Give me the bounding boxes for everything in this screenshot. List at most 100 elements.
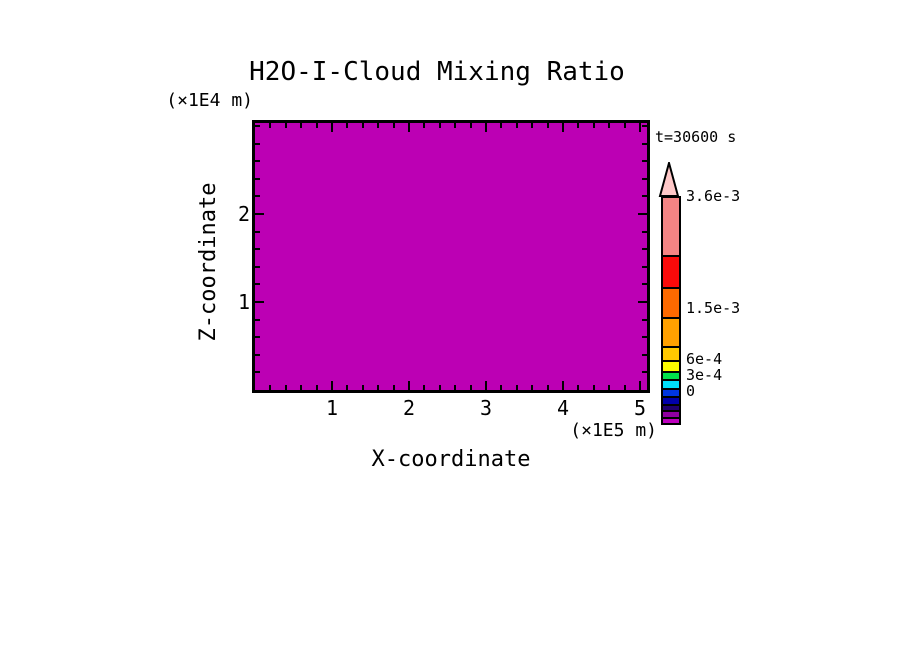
- x-tick-label: 4: [556, 396, 570, 420]
- x-axis-minor-tick: [316, 123, 318, 128]
- y-axis-minor-tick: [255, 231, 260, 233]
- x-axis-minor-tick: [624, 385, 626, 390]
- x-axis-major-tick: [562, 123, 564, 132]
- x-axis-minor-tick: [393, 385, 395, 390]
- colorbar-segment: [663, 419, 679, 423]
- x-axis-minor-tick: [454, 123, 456, 128]
- x-axis-minor-tick: [470, 123, 472, 128]
- x-axis-minor-tick: [316, 385, 318, 390]
- x-axis-minor-tick: [439, 123, 441, 128]
- y-axis-minor-tick: [642, 319, 647, 321]
- y-axis-minor-tick: [642, 371, 647, 373]
- x-axis-minor-tick: [516, 123, 518, 128]
- colorbar-tick-label: 3.6e-3: [686, 187, 741, 205]
- y-axis-minor-tick: [642, 195, 647, 197]
- y-axis-minor-tick: [255, 143, 260, 145]
- x-axis-minor-tick: [547, 123, 549, 128]
- y-tick-label: 2: [237, 202, 250, 226]
- x-axis-minor-tick: [377, 385, 379, 390]
- colorbar-arrow-tip-icon: [658, 162, 680, 197]
- time-label: t=30600 s: [655, 128, 737, 146]
- x-axis-minor-tick: [423, 385, 425, 390]
- y-tick-label: 1: [237, 290, 250, 314]
- y-axis-minor-tick: [255, 354, 260, 356]
- x-axis-minor-tick: [470, 385, 472, 390]
- x-tick-label: 5: [633, 396, 647, 420]
- y-axis-minor-tick: [255, 336, 260, 338]
- x-axis-major-tick: [639, 123, 641, 132]
- colorbar-tick-label: 3e-4: [686, 366, 723, 384]
- x-axis-major-tick: [331, 381, 333, 390]
- plot-area: [252, 120, 650, 393]
- x-axis-major-tick: [485, 381, 487, 390]
- colorbar-segment: [663, 198, 679, 257]
- x-axis-minor-tick: [423, 123, 425, 128]
- x-axis-minor-tick: [500, 123, 502, 128]
- x-axis-minor-tick: [500, 385, 502, 390]
- y-axis-minor-tick: [642, 354, 647, 356]
- x-tick-label: 1: [325, 396, 339, 420]
- x-axis-minor-tick: [531, 123, 533, 128]
- y-axis-minor-tick: [642, 248, 647, 250]
- x-axis-minor-tick: [300, 123, 302, 128]
- y-axis-minor-tick: [255, 319, 260, 321]
- y-axis-major-tick: [255, 301, 264, 303]
- y-axis-minor-tick: [255, 266, 260, 268]
- y-axis-minor-tick: [642, 266, 647, 268]
- x-axis-minor-tick: [454, 385, 456, 390]
- x-axis-minor-tick: [362, 385, 364, 390]
- x-axis-minor-tick: [285, 123, 287, 128]
- y-axis-major-tick: [638, 213, 647, 215]
- x-tick-label: 2: [402, 396, 416, 420]
- y-axis-minor-tick: [642, 283, 647, 285]
- y-axis-minor-tick: [255, 125, 260, 127]
- y-axis-minor-tick: [642, 125, 647, 127]
- colorbar-tick-label: 6e-4: [686, 350, 723, 368]
- y-axis-minor-tick: [255, 178, 260, 180]
- x-axis-minor-tick: [531, 385, 533, 390]
- y-axis-minor-tick: [255, 283, 260, 285]
- y-axis-major-tick: [255, 213, 264, 215]
- y-axis-title: Z-coordinate: [196, 182, 221, 342]
- x-axis-major-tick: [408, 381, 410, 390]
- x-axis-major-tick: [331, 123, 333, 132]
- colorbar-tick-label: 0: [686, 382, 696, 400]
- x-axis-title: X-coordinate: [371, 447, 531, 472]
- x-axis-minor-tick: [593, 123, 595, 128]
- colorbar-tick-label: 1.5e-3: [686, 299, 741, 317]
- chart-title: H2O-I-Cloud Mixing Ratio: [249, 57, 625, 87]
- x-axis-minor-tick: [285, 385, 287, 390]
- colorbar-segment: [663, 289, 679, 319]
- colorbar-segment: [663, 390, 679, 398]
- x-axis-unit-label: (×1E5 m): [570, 420, 657, 441]
- y-axis-unit-label: (×1E4 m): [166, 90, 253, 111]
- x-axis-minor-tick: [624, 123, 626, 128]
- colorbar-segment: [663, 362, 679, 373]
- y-axis-minor-tick: [642, 336, 647, 338]
- x-axis-minor-tick: [608, 123, 610, 128]
- y-axis-minor-tick: [255, 195, 260, 197]
- y-axis-minor-tick: [255, 248, 260, 250]
- colorbar-segment: [663, 348, 679, 362]
- x-axis-minor-tick: [269, 123, 271, 128]
- x-axis-minor-tick: [577, 123, 579, 128]
- x-axis-major-tick: [562, 381, 564, 390]
- colorbar-segment: [663, 381, 679, 390]
- y-axis-minor-tick: [642, 160, 647, 162]
- y-axis-major-tick: [638, 301, 647, 303]
- colorbar-segment: [663, 398, 679, 406]
- x-axis-minor-tick: [300, 385, 302, 390]
- x-axis-minor-tick: [577, 385, 579, 390]
- x-axis-minor-tick: [269, 385, 271, 390]
- colorbar-segment: [663, 412, 679, 419]
- x-tick-label: 3: [479, 396, 493, 420]
- y-axis-minor-tick: [642, 231, 647, 233]
- x-axis-major-tick: [639, 381, 641, 390]
- x-axis-minor-tick: [393, 123, 395, 128]
- x-axis-minor-tick: [439, 385, 441, 390]
- x-axis-minor-tick: [362, 123, 364, 128]
- x-axis-minor-tick: [346, 123, 348, 128]
- x-axis-major-tick: [485, 123, 487, 132]
- y-axis-minor-tick: [642, 178, 647, 180]
